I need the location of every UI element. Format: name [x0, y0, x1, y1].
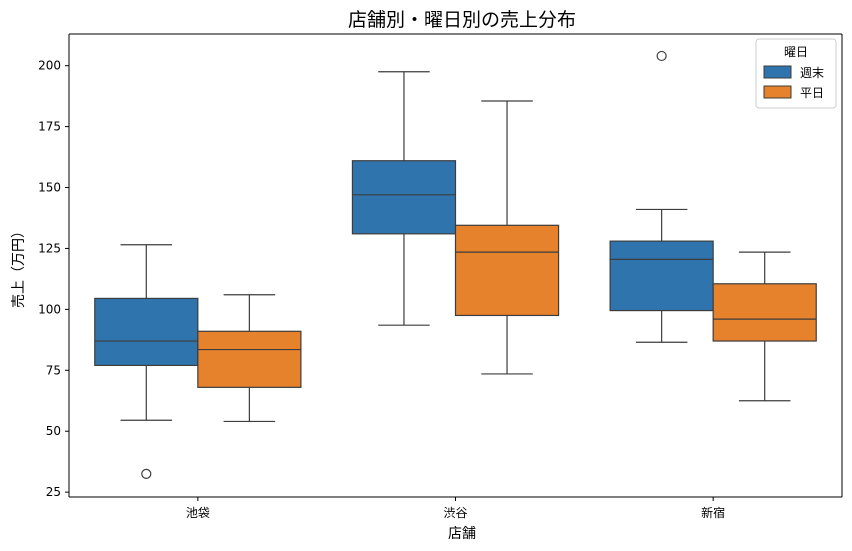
y-tick-label: 25 — [46, 485, 61, 499]
x-tick-label: 渋谷 — [443, 506, 467, 520]
box-週末-渋谷 — [351, 160, 457, 235]
box-平日-渋谷 — [454, 224, 560, 317]
box-週末-新宿 — [609, 240, 714, 312]
y-tick-label: 175 — [38, 120, 61, 134]
y-tick-label: 50 — [46, 424, 61, 438]
y-tick-label: 150 — [38, 181, 61, 195]
y-tick-label: 75 — [46, 363, 61, 377]
plot-area — [94, 50, 817, 479]
x-axis-label: 店舗 — [448, 526, 476, 542]
legend-label: 平日 — [800, 86, 824, 100]
box-平日-池袋 — [197, 330, 302, 388]
box-週末-池袋 — [94, 297, 199, 367]
legend-swatch — [763, 65, 792, 79]
outlier-point — [141, 468, 152, 479]
outlier-point — [656, 50, 667, 62]
x-tick-label: 池袋 — [186, 506, 210, 520]
y-tick-label: 125 — [38, 241, 61, 255]
chart-title: 店舗別・曜日別の売上分布 — [348, 9, 576, 31]
y-tick-label: 200 — [38, 59, 61, 73]
x-axis: 池袋 渋谷 新宿 — [69, 33, 842, 520]
y-tick-label: 100 — [38, 302, 61, 316]
box-平日-新宿 — [712, 283, 817, 342]
legend-label: 週末 — [800, 66, 824, 80]
x-tick-label: 新宿 — [701, 505, 725, 520]
y-axis-label: 売上（万円） — [11, 224, 27, 308]
legend-swatch — [763, 85, 792, 99]
y-axis: 25 50 75 100 125 150 175 200 — [38, 34, 843, 499]
legend-title: 曜日 — [784, 45, 808, 59]
